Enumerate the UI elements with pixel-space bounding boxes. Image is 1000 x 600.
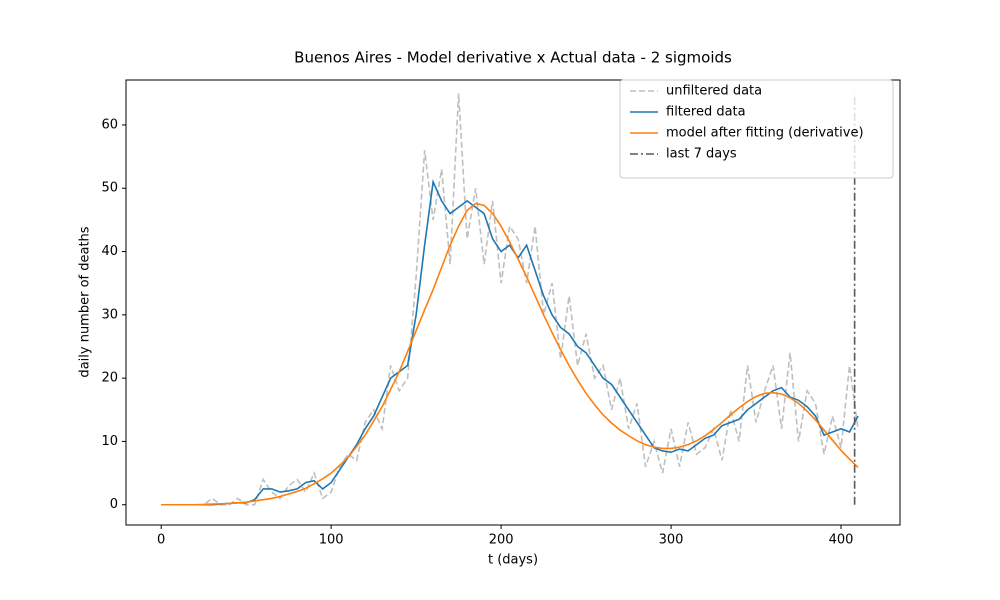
x-tick-label: 200 (489, 533, 514, 548)
x-tick-label: 400 (829, 533, 854, 548)
series-line (161, 179, 859, 506)
x-tick-label: 100 (319, 533, 344, 548)
legend-label: filtered data (666, 105, 746, 120)
series-line (161, 202, 859, 506)
legend-label: unfiltered data (666, 84, 762, 99)
y-tick-label: 40 (101, 244, 118, 259)
y-axis-label: daily number of deaths (78, 226, 93, 377)
y-tick-label: 60 (101, 117, 118, 132)
y-tick-label: 50 (101, 181, 118, 196)
y-tick-label: 20 (101, 371, 118, 386)
y-tick-label: 10 (101, 434, 118, 449)
x-tick-label: 300 (659, 533, 684, 548)
chart-title: Buenos Aires - Model derivative x Actual… (294, 49, 732, 67)
legend-label: last 7 days (666, 147, 737, 162)
legend-box (619, 79, 894, 179)
legend-label: model after fitting (derivative) (666, 126, 864, 141)
y-tick-label: 0 (110, 497, 118, 512)
y-tick-label: 30 (101, 307, 118, 322)
x-axis-label: t (days) (488, 553, 538, 568)
legend: unfiltered data filtered data model after … (619, 79, 894, 179)
axes-frame (125, 79, 901, 526)
x-tick-label: 0 (157, 533, 165, 548)
